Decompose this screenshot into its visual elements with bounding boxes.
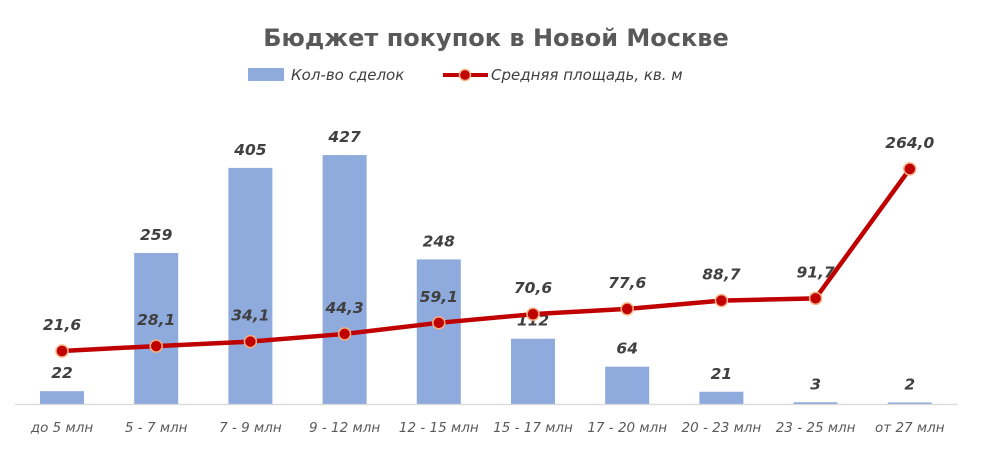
- x-axis-ticks: до 5 млн 5 - 7 млн 7 - 9 млн 9 - 12 млн 12 -…: [30, 420, 945, 436]
- line-marker: [620, 302, 634, 316]
- line-value-label: 88,7: [702, 266, 740, 284]
- bar: [40, 391, 84, 404]
- bar-value-label: 259: [140, 226, 173, 244]
- line-value-label: 91,7: [796, 263, 834, 281]
- line-value-label: 28,1: [137, 311, 175, 329]
- line-marker: [714, 293, 729, 308]
- bar: [322, 155, 367, 404]
- line-marker: [808, 291, 823, 306]
- line-value-label: 264,0: [885, 134, 934, 152]
- line-labels: 21,6 28,1 34,1 44,3 59,1 70,6 77,6 88,7 91,7 264,…: [43, 134, 935, 334]
- bar-value-label: 3: [810, 375, 821, 393]
- line-value-label: 34,1: [231, 307, 269, 325]
- x-tick-label: от 27 млн: [875, 420, 945, 436]
- x-tick-label: 7 - 9 млн: [219, 420, 282, 436]
- legend-label-bars: Кол-во сделок: [291, 66, 404, 84]
- bar-value-label: 22: [51, 364, 73, 382]
- x-tick-label: 23 - 25 млн: [776, 420, 856, 436]
- legend-marker-icon: [458, 68, 472, 82]
- bar: [416, 259, 461, 404]
- x-tick-label: 20 - 23 млн: [682, 420, 762, 436]
- x-tick-label: 17 - 20 млн: [587, 420, 667, 436]
- line-marker: [526, 307, 540, 321]
- line-marker: [55, 344, 69, 358]
- bar: [228, 167, 273, 404]
- line-marker: [337, 327, 352, 341]
- line-value-label: 59,1: [420, 288, 458, 306]
- x-tick-label: до 5 млн: [30, 420, 94, 436]
- legend-item-line: Средняя площадь, кв. м: [443, 66, 683, 84]
- bar-series: [40, 155, 932, 404]
- bar: [511, 338, 555, 404]
- x-tick-label: 5 - 7 млн: [125, 420, 188, 436]
- line-marker: [243, 334, 258, 349]
- line-marker: [903, 162, 917, 176]
- x-tick-label: 9 - 12 млн: [309, 420, 380, 436]
- bar-labels: 22259405427248112642132: [51, 128, 915, 393]
- x-tick-label: 15 - 17 млн: [493, 420, 573, 436]
- x-tick-label: 12 - 15 млн: [399, 420, 479, 436]
- bar: [605, 366, 650, 404]
- line-marker: [149, 339, 163, 353]
- bar-value-label: 21: [711, 365, 733, 383]
- line-path: [61, 167, 912, 354]
- bar: [134, 253, 179, 404]
- line-value-label: 21,6: [43, 316, 81, 334]
- legend-label-line: Средняя площадь, кв. м: [491, 66, 683, 84]
- line-value-label: 77,6: [608, 274, 646, 292]
- bar: [699, 391, 744, 404]
- line-series: [55, 162, 917, 358]
- bar-value-label: 2: [904, 376, 915, 394]
- bar: [793, 402, 838, 404]
- bar-value-label: 248: [423, 232, 456, 250]
- legend-item-bars: Кол-во сделок: [248, 66, 404, 84]
- line-value-label: 70,6: [514, 279, 552, 297]
- bar-value-label: 427: [327, 128, 361, 146]
- bar-value-label: 64: [616, 340, 638, 358]
- bar-value-label: 405: [233, 141, 266, 159]
- line-marker: [432, 316, 446, 330]
- legend-bar-swatch: [248, 68, 284, 81]
- chart-title: Бюджет покупок в Новой Москве: [263, 24, 728, 52]
- line-value-label: 44,3: [324, 299, 363, 317]
- bar: [887, 402, 932, 404]
- legend: Кол-во сделок Средняя площадь, кв. м: [248, 66, 683, 84]
